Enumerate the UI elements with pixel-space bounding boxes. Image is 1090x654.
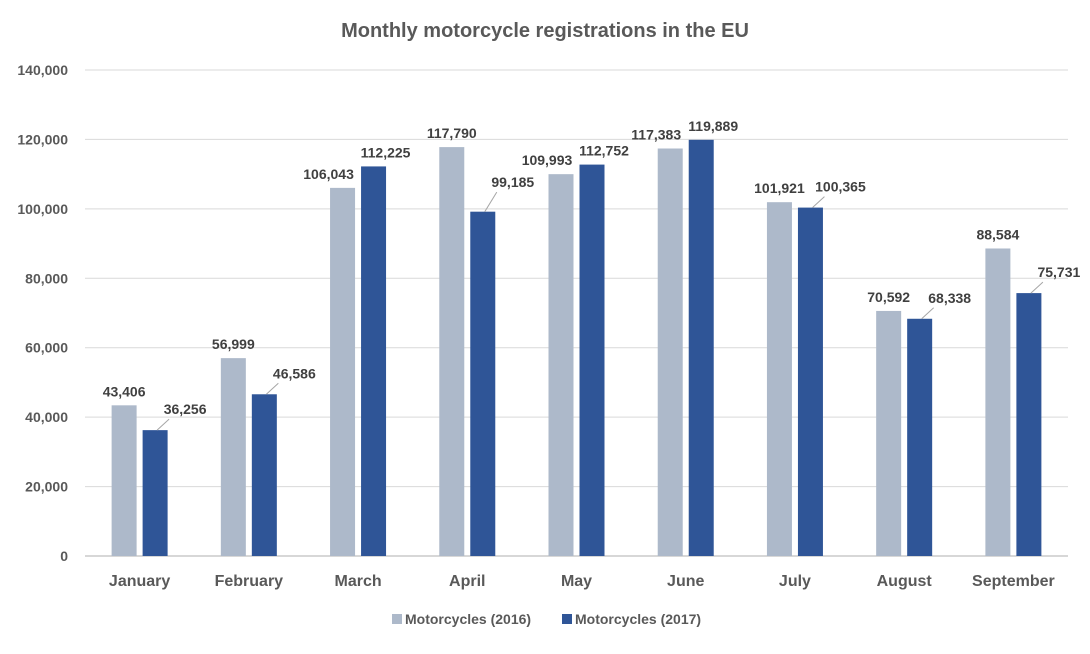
x-tick-label: January [109,573,170,590]
bar-2016-september [985,248,1011,556]
bar-2017-september [1016,293,1042,556]
leader-line [921,307,935,320]
leader-line [156,418,170,431]
data-label-2016: 88,584 [976,226,1019,242]
bar-2017-july [797,207,823,556]
x-axis-ticks: January February March April May June July Augu… [109,573,1055,590]
x-tick-label: August [877,573,933,590]
data-label-2017: 119,889 [688,118,738,134]
data-label-2017: 75,731 [1037,264,1080,280]
y-tick-label: 140,000 [17,62,68,78]
legend-swatch [562,614,572,624]
y-tick-label: 20,000 [25,479,68,495]
bar-2017-february [251,394,277,556]
y-tick-label: 80,000 [25,270,68,286]
legend: Motorcycles (2016) Motorcycles (2017) [392,611,701,627]
data-label-2017: 112,752 [579,143,629,159]
y-tick-label: 40,000 [25,409,68,425]
gridlines [85,69,1068,557]
data-labels: 43,406 36,256 56,999 46,586 106,043 112,225 11… [103,118,1081,417]
bar-2016-february [220,358,246,556]
data-label-2016: 56,999 [212,336,255,352]
leader-line [265,382,279,395]
leader-line [812,196,825,208]
bar-2016-april [439,147,465,556]
data-label-2016: 70,592 [867,289,910,305]
leader-line [1030,281,1044,294]
data-label-2017: 112,225 [361,144,411,160]
x-tick-label: June [667,573,704,590]
data-label-2016: 43,406 [103,383,146,399]
x-tick-label: September [972,573,1055,590]
x-tick-label: July [779,573,811,590]
bar-2016-january [111,405,137,556]
bar-2016-july [766,202,792,556]
y-tick-label: 100,000 [17,201,68,217]
y-tick-label: 0 [60,548,68,564]
data-label-2016: 109,993 [522,152,573,168]
bar-2016-august [876,310,902,556]
data-label-2017: 36,256 [164,401,207,417]
bar-2017-june [688,139,714,556]
legend-swatch [392,614,402,624]
x-tick-label: May [561,573,592,590]
bar-2016-march [330,187,356,556]
leader-line [484,191,498,212]
y-tick-label: 60,000 [25,340,68,356]
bar-2017-august [907,318,933,556]
legend-label: Motorcycles (2016) [405,611,531,627]
bar-2017-april [470,211,496,557]
data-label-2017: 46,586 [273,365,316,381]
x-tick-label: April [449,573,485,590]
data-label-2017: 100,365 [815,179,866,195]
data-label-2016: 117,790 [427,125,477,141]
bar-2016-may [548,174,574,556]
chart-title: Monthly motorcycle registrations in the … [341,20,749,42]
y-tick-label: 120,000 [17,131,68,147]
bar-2016-june [657,148,683,556]
legend-label: Motorcycles (2017) [575,611,701,627]
bar-2017-may [579,164,605,557]
bar-2017-january [142,430,168,556]
data-label-2016: 106,043 [303,166,354,182]
data-label-2017: 99,185 [491,174,534,190]
x-tick-label: March [334,573,381,590]
data-label-2016: 101,921 [754,180,805,196]
data-label-2017: 68,338 [928,290,971,306]
bar-2017-march [361,166,387,556]
label-leader-lines [156,191,1044,431]
x-tick-label: February [215,573,284,590]
data-label-2016: 117,383 [631,127,681,143]
bars [111,139,1042,557]
y-axis-ticks: 0 20,000 40,000 60,000 80,000 100,000 120,000 1… [17,62,68,564]
